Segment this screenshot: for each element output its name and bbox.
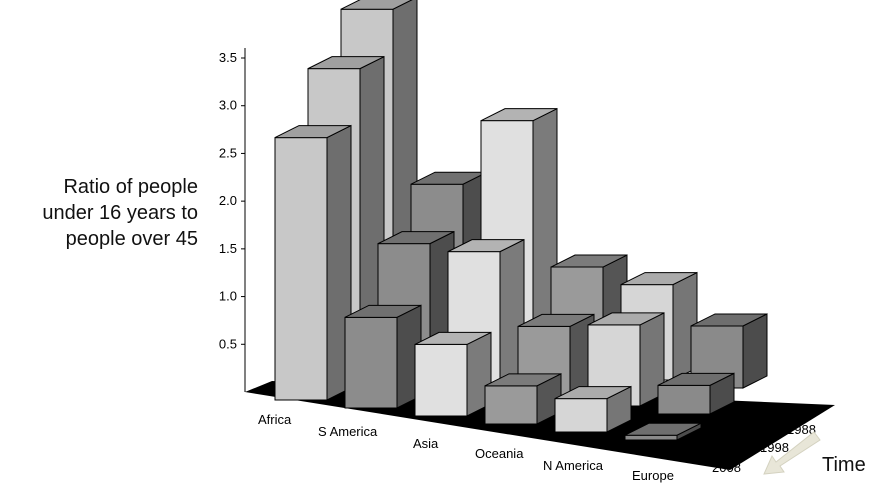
bar-front	[274, 137, 328, 401]
y-tick-label: 2.5	[219, 145, 237, 160]
bars-group	[274, 0, 768, 441]
y-tick-label: 1.0	[219, 289, 237, 304]
bar-top	[340, 0, 413, 10]
bar-top	[624, 422, 702, 436]
bar-side	[742, 313, 768, 389]
bar-front	[344, 316, 398, 409]
labels-group: Africa S America Asia Oceania N America Europ…	[258, 412, 816, 483]
bar-front	[624, 434, 678, 441]
bar-top	[447, 239, 525, 253]
bar-top	[480, 108, 558, 122]
category-label: Oceania	[475, 446, 524, 461]
bar-front	[414, 343, 468, 417]
y-tick-label: 3.5	[219, 50, 237, 65]
depth-label: 1988	[787, 422, 816, 437]
bar-top	[414, 331, 492, 345]
bar-top	[377, 231, 455, 245]
bar-top	[344, 304, 422, 318]
y-tick-label: 0.5	[219, 336, 237, 351]
y-axis-title: Ratio of people under 16 years to people…	[0, 174, 198, 252]
bar-top	[517, 313, 595, 327]
category-label: N America	[543, 458, 604, 473]
y-tick-label: 3.0	[219, 98, 237, 113]
bar-front	[484, 385, 538, 425]
depth-label: 1998	[760, 440, 789, 455]
time-axis-indicator: Time	[762, 428, 866, 478]
category-label: S America	[318, 424, 378, 439]
y-axis-title-line-1: Ratio of people	[63, 176, 198, 198]
bar-top	[620, 272, 698, 286]
y-axis-title-line-3: people over 45	[65, 228, 198, 250]
bar-top	[307, 56, 385, 70]
bar-top	[484, 373, 562, 387]
y-tick-label: 2.0	[219, 193, 237, 208]
bar-top	[550, 254, 628, 268]
bar-front	[657, 384, 711, 415]
bar-top	[554, 386, 632, 400]
bar-top	[274, 125, 352, 139]
category-label: Asia	[413, 436, 439, 451]
bar-top	[657, 372, 735, 386]
depth-label: 2008	[712, 460, 741, 475]
category-label: Europe	[632, 468, 674, 483]
bar-top	[587, 312, 665, 326]
y-tick-label: 1.5	[219, 241, 237, 256]
time-axis-label: Time	[822, 454, 866, 476]
y-axis-title-line-2: under 16 years to	[42, 202, 198, 224]
y-axis-group: 0.5 1.0 1.5 2.0 2.5 3.0 3.5	[219, 48, 246, 392]
time-arrow-icon	[763, 431, 821, 475]
bar-front	[554, 398, 608, 433]
category-label: Africa	[258, 412, 292, 427]
bar-top	[690, 313, 768, 327]
